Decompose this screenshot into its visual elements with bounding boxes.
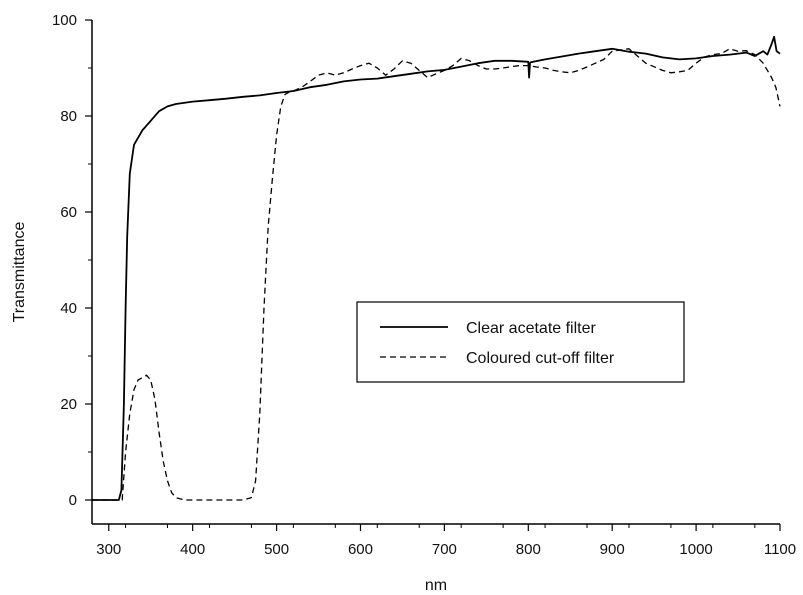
y-tick-label-100: 100 (52, 12, 77, 29)
y-tick-label-40: 40 (60, 300, 77, 317)
y-tick-label-0: 0 (69, 492, 77, 509)
y-tick-label-80: 80 (60, 108, 77, 125)
x-tick-label-400: 400 (180, 541, 205, 558)
y-tick-label-20: 20 (60, 396, 77, 413)
legend-box (356, 301, 685, 383)
y-tick-label-60: 60 (60, 204, 77, 221)
x-axis-title: nm (425, 577, 447, 594)
x-tick-label-1000: 1000 (679, 541, 712, 558)
legend-label-coloured-cut-off-filter: Coloured cut-off filter (466, 350, 615, 367)
x-axis-ticks: 300 400 500 600 700 800 900 1000 1100 (96, 524, 796, 558)
x-tick-label-500: 500 (264, 541, 289, 558)
series-line-clear-acetate-filter (92, 35, 781, 501)
y-axis-ticks: 0 20 40 60 80 100 (52, 12, 92, 509)
series-line-coloured-cut-off-filter (92, 48, 781, 501)
x-tick-label-900: 900 (600, 541, 625, 558)
x-tick-label-700: 700 (432, 541, 457, 558)
x-tick-label-1100: 1100 (764, 541, 796, 558)
plot-frame (91, 20, 780, 525)
x-tick-label-300: 300 (96, 541, 121, 558)
series-layer (92, 35, 781, 501)
legend-label-clear-acetate-filter: Clear acetate filter (466, 320, 597, 337)
legend: Clear acetate filter Coloured cut-off fi… (356, 301, 685, 383)
x-tick-label-800: 800 (516, 541, 541, 558)
x-tick-label-600: 600 (348, 541, 373, 558)
y-axis-title: Transmittance (11, 222, 28, 323)
